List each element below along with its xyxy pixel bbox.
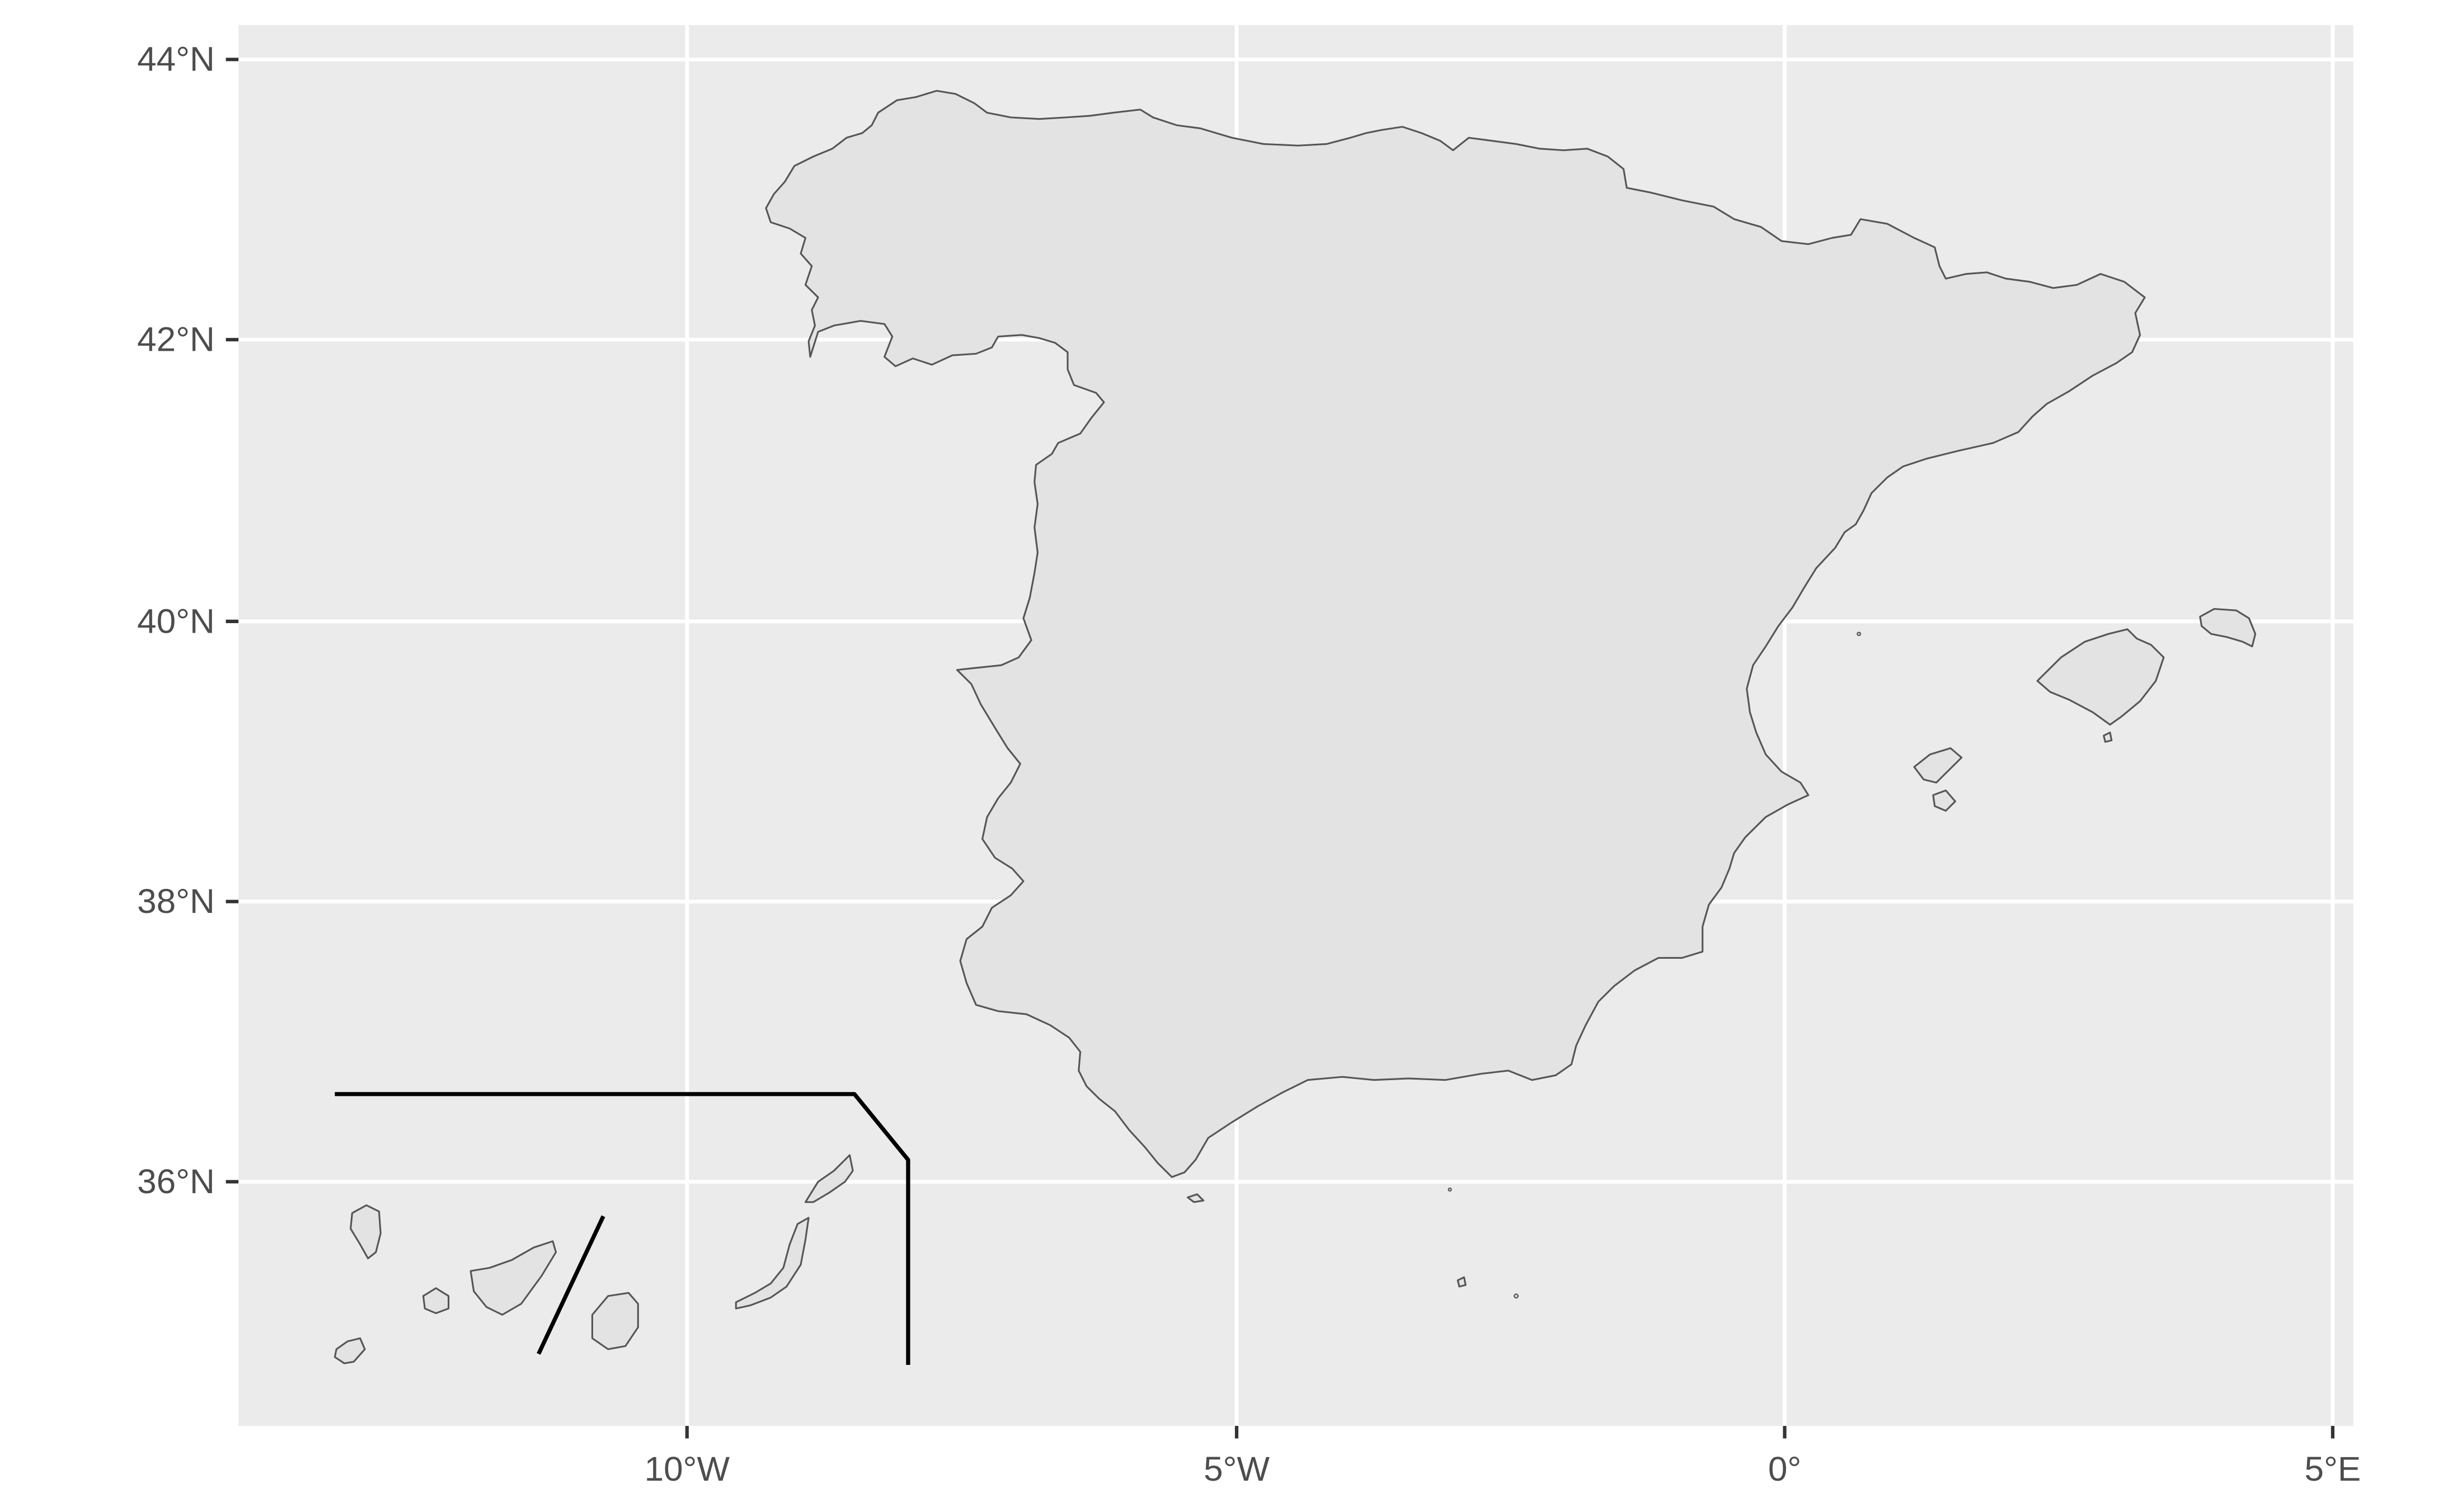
island-lanzarote [804,1154,854,1203]
island-ibiza [1913,747,1963,784]
axis-ticks [225,58,2335,1439]
y-tick-label-38n: 38°N [137,882,215,921]
island-la-palma [350,1204,382,1260]
mainland-spain [765,90,2146,1178]
island-menorca [2199,607,2257,648]
island-tenerife [469,1240,557,1316]
x-tick-label-0: 0° [1768,1450,1801,1489]
inset-lines [335,1092,910,1365]
ceuta [1187,1193,1205,1203]
x-axis-labels: 10°W 5°W 0° 5°E [645,1450,2361,1489]
land-layer [333,90,2257,1364]
x-tick-label-5w: 5°W [1204,1450,1270,1489]
islet-chafarinas [1514,1293,1519,1299]
inset-border [335,1092,910,1365]
inset-divider [537,1215,605,1355]
y-axis-labels: 44°N 42°N 40°N 38°N 36°N [137,40,215,1201]
island-fuerteventura [735,1217,810,1310]
y-tick-label-40n: 40°N [137,602,215,641]
island-gran-canaria [591,1292,639,1350]
island-el-hierro [333,1337,366,1364]
island-formentera [1932,789,1956,812]
island-la-gomera [422,1287,450,1315]
islet-columbretes [1857,632,1862,637]
y-tick-label-44n: 44°N [137,40,215,79]
x-tick-label-10w: 10°W [645,1450,730,1489]
x-tick-label-5e: 5°E [2305,1450,2361,1489]
y-tick-label-42n: 42°N [137,321,215,359]
island-cabrera [2103,731,2113,743]
islet-small [1448,1187,1452,1192]
islet-alboran [1456,1276,1467,1288]
y-tick-label-36n: 36°N [137,1162,215,1201]
island-mallorca [2036,628,2165,726]
